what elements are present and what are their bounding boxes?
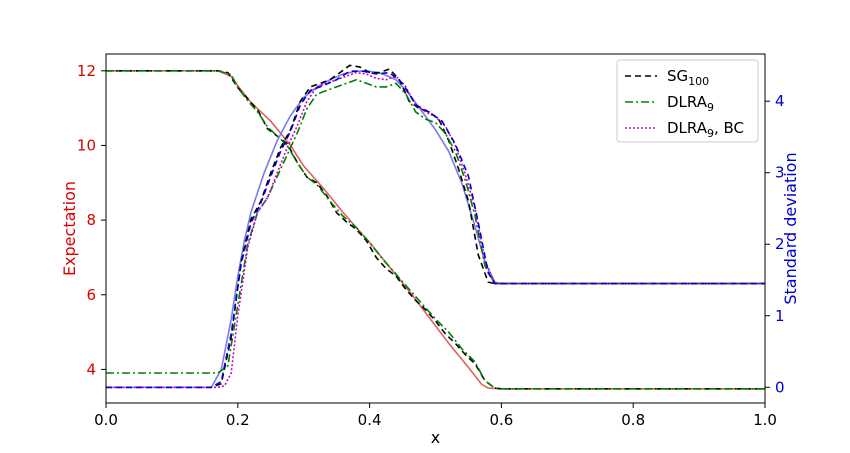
legend-entry-label: DLRA9, BC xyxy=(667,119,744,140)
series-line-7 xyxy=(106,70,765,389)
y-left-tick-label: 10 xyxy=(77,136,96,154)
y-right-tick-label: 0 xyxy=(775,378,785,396)
x-tick-label: 0.0 xyxy=(94,411,118,429)
series-line-2 xyxy=(106,70,765,390)
axes: 0.0 0.2 0.4 0.6 0.8 1.0x4681012Expectation012… xyxy=(60,53,800,447)
y-left-tick-label: 6 xyxy=(86,286,96,304)
legend-box xyxy=(616,59,759,143)
x-tick-label: 0.6 xyxy=(489,411,513,429)
series-line-5 xyxy=(106,78,765,374)
y-left-axis-label: Expectation xyxy=(60,181,79,276)
y-left-tick-label: 4 xyxy=(86,360,96,378)
legend-entry-label: SG100 xyxy=(667,67,709,88)
y-right-tick-label: 3 xyxy=(775,164,785,182)
y-left-tick-label: 12 xyxy=(77,62,96,80)
y-right-tick-label: 4 xyxy=(775,92,785,110)
x-axis-label: x xyxy=(431,428,440,447)
x-tick-label: 0.2 xyxy=(226,411,250,429)
legend-entry-label: DLRA9 xyxy=(667,93,714,114)
x-tick-label: 0.8 xyxy=(621,411,645,429)
x-tick-label: 0.4 xyxy=(358,411,382,429)
y-left-tick-label: 8 xyxy=(86,211,96,229)
y-right-tick-label: 1 xyxy=(775,307,785,325)
series-layer xyxy=(106,64,765,390)
axes-frame xyxy=(105,53,766,404)
x-tick-label: 1.0 xyxy=(753,411,777,429)
series-line-1 xyxy=(106,70,765,390)
legend: SG100 DLRA9 DLRA9, BC xyxy=(616,59,759,143)
y-right-axis-label: Standard deviation xyxy=(781,152,800,304)
y-right-tick-label: 2 xyxy=(775,235,785,253)
